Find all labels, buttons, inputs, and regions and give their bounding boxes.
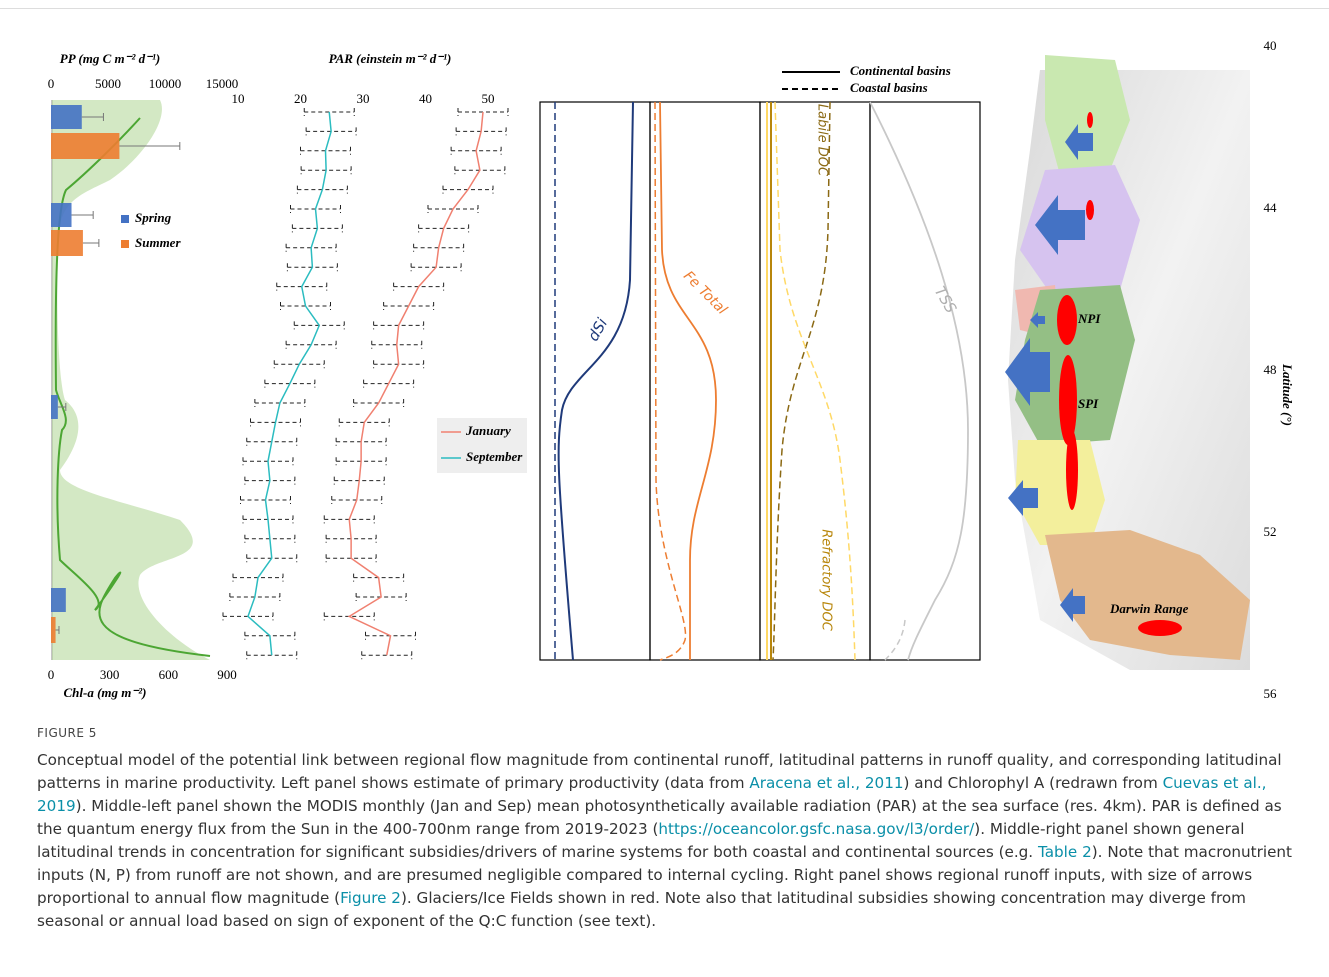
x-tick-label: 20 [294,91,307,106]
trend-label: dSi [584,314,612,344]
pp-title: PP (mg C m⁻² d⁻¹) [60,51,160,66]
x-tick-label: 50 [482,91,495,106]
trend-label: Labile DOC [815,104,830,177]
legend-label: Summer [135,235,181,250]
bar [51,230,83,256]
fe-coastal [655,102,686,660]
legend-swatch [121,215,129,223]
legend-label: Coastal basins [850,80,928,95]
bar [51,133,119,159]
caption: FIGURE 5 Conceptual model of the potenti… [37,722,1307,933]
y-tick-label: 52 [1264,524,1277,539]
bar [51,203,72,227]
latitude-label: Latitude (°) [1280,363,1295,426]
legend-label: Spring [135,210,172,225]
error-bar [83,239,99,247]
y-tick-label: 56 [1264,686,1278,701]
legend-label: September [466,449,523,464]
figure-label: FIGURE 5 [37,722,1307,745]
map-label: Darwin Range [1109,601,1189,616]
url-link[interactable]: https://oceancolor.gsfc.nasa.gov/l3/orde… [658,820,974,838]
x-tick-label: 30 [357,91,370,106]
y-tick-label: 48 [1264,362,1277,377]
bar [51,105,82,129]
x-tick-label: 40 [419,91,432,106]
map-label: SPI [1078,396,1099,411]
x-tick-label: 300 [100,667,120,682]
x-tick-label: 900 [217,667,237,682]
trend-label: Refractory DOC [819,529,834,632]
legend-swatch [121,240,129,248]
tss-continental [870,102,968,660]
fe-continental [660,102,716,660]
y-tick-label: 44 [1264,200,1278,215]
y-tick-label: 40 [1264,38,1277,53]
refractory-doc [775,102,855,660]
bar [51,588,66,612]
legend-label: January [465,423,511,438]
dsi-continental [559,102,633,660]
chl-label: Chl-a (mg m⁻²) [64,685,147,700]
figure-link[interactable]: Figure 2 [340,889,401,907]
x-tick-label: 0 [48,667,55,682]
tss-coastal [885,620,905,660]
x-tick-label: 15000 [206,76,239,91]
caption-text: Conceptual model of the potential link b… [37,749,1307,933]
error-bar [72,211,94,219]
pp-legend: Spring Summer [121,210,181,250]
trend-boxes [540,102,980,660]
x-tick-label: 0 [48,76,55,91]
x-tick-label: 5000 [95,76,121,91]
table-link[interactable]: Table 2 [1038,843,1092,861]
bar [51,395,58,419]
trend-label: Fe Total [680,268,730,318]
x-tick-label: 10 [232,91,245,106]
legend-label: Continental basins [850,63,951,78]
x-tick-label: 600 [159,667,179,682]
page: PP (mg C m⁻² d⁻¹) Spring Summer Chl-a (mg… [0,0,1329,977]
citation-link[interactable]: Aracena et al., 2011 [749,774,903,792]
par-line [248,112,331,655]
figure: PP (mg C m⁻² d⁻¹) Spring Summer Chl-a (mg… [0,0,1329,715]
par-title: PAR (einstein m⁻² d⁻¹) [329,51,452,66]
trend-label: TSS [931,283,961,316]
caption-text-part: ) and Chlorophyl A (redrawn from [904,774,1163,792]
chl-range [52,100,210,660]
par-line [349,112,483,655]
map-label: NPI [1077,311,1101,326]
x-tick-label: 10000 [149,76,182,91]
bar [51,617,56,643]
